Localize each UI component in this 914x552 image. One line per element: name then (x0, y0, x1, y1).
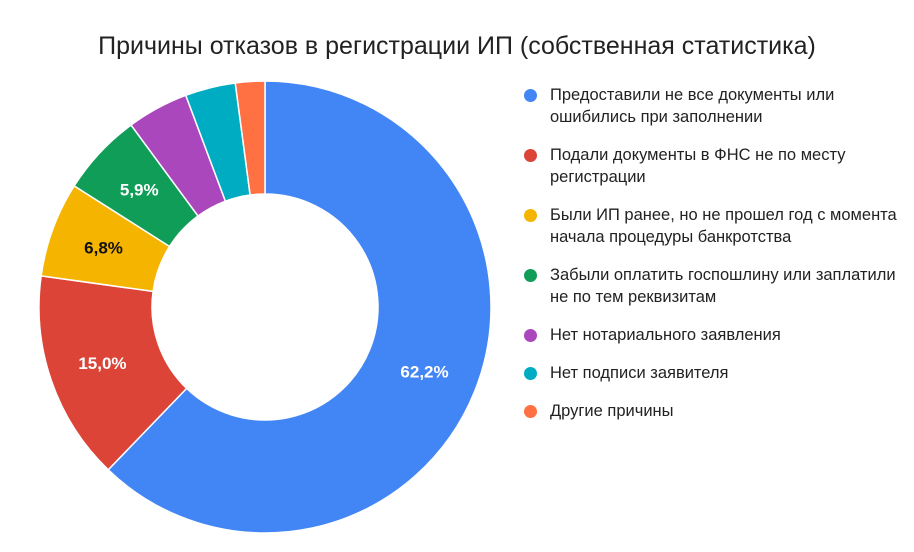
legend-item: Другие причины (524, 400, 904, 422)
donut-slice-7 (234, 80, 266, 196)
donut-slice-1 (107, 80, 492, 534)
legend-swatch-icon (524, 329, 537, 342)
chart-title: Причины отказов в регистрации ИП (собств… (98, 32, 816, 60)
slice-data-label-4: 5,9% (120, 181, 159, 200)
legend-swatch-icon (524, 269, 537, 282)
legend-label: Нет нотариального заявления (550, 326, 781, 344)
legend-item: Забыли оплатить госпошлину или заплатили… (524, 264, 904, 308)
legend-swatch-icon (524, 89, 537, 102)
legend-item: Подали документы в ФНС не по месту регис… (524, 144, 904, 188)
slice-data-label-3: 6,8% (84, 239, 123, 258)
legend-label: Были ИП ранее, но не прошел год с момент… (550, 206, 897, 246)
legend-item: Нет подписи заявителя (524, 362, 904, 384)
slice-data-label-2: 15,0% (78, 354, 126, 373)
legend: Предоставили не все документы или ошибил… (524, 84, 904, 438)
legend-swatch-icon (524, 149, 537, 162)
legend-label: Предоставили не все документы или ошибил… (550, 86, 835, 126)
donut-slice-2 (38, 275, 188, 471)
legend-item: Нет нотариального заявления (524, 324, 904, 346)
legend-label: Другие причины (550, 402, 674, 420)
legend-item: Были ИП ранее, но не прошел год с момент… (524, 204, 904, 248)
legend-label: Забыли оплатить госпошлину или заплатили… (550, 266, 896, 306)
legend-swatch-icon (524, 367, 537, 380)
legend-label: Подали документы в ФНС не по месту регис… (550, 146, 846, 186)
legend-swatch-icon (524, 209, 537, 222)
slice-data-label-1: 62,2% (400, 362, 448, 381)
legend-swatch-icon (524, 405, 537, 418)
legend-label: Нет подписи заявителя (550, 364, 729, 382)
legend-item: Предоставили не все документы или ошибил… (524, 84, 904, 128)
